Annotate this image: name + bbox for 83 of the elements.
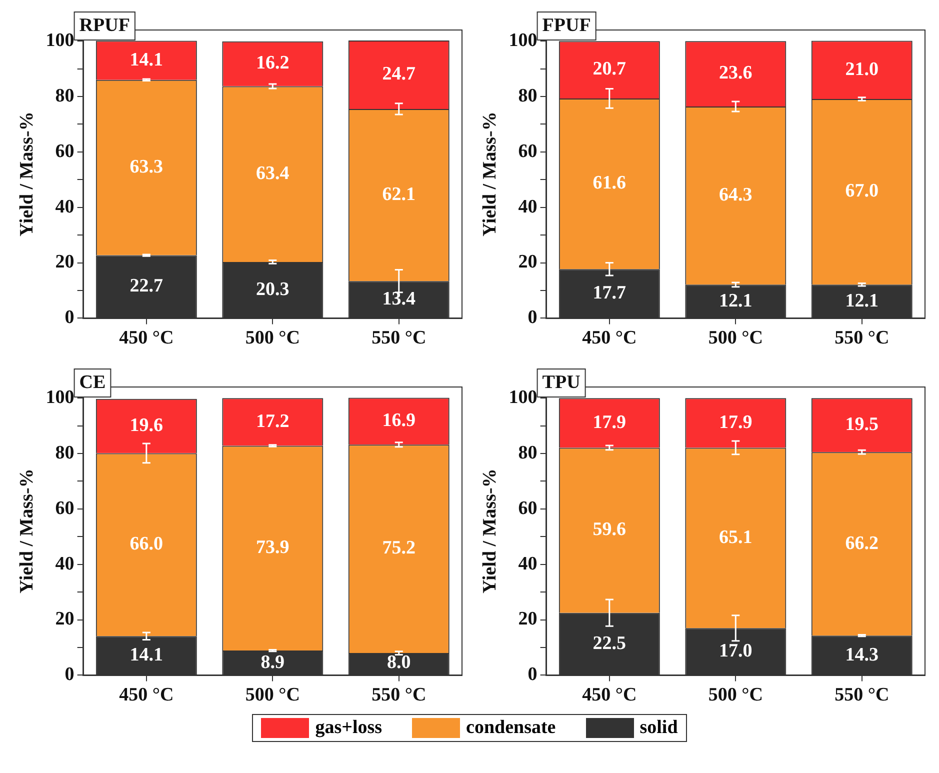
data-label: 14.1 [130,644,164,666]
legend-label: solid [640,717,678,739]
data-label: 63.3 [130,156,164,178]
y-tick-label: 80 [518,85,538,106]
data-label: 22.5 [592,632,626,654]
data-label: 22.7 [130,276,164,297]
data-label: 12.1 [719,290,752,312]
y-tick-label: 100 [46,30,74,51]
chart-title: CE [79,372,106,393]
y-tick-label: 100 [46,386,74,408]
y-tick-label: 20 [55,608,74,630]
y-tick-label: 0 [64,664,74,686]
x-tick-label: 550 °C [372,684,426,706]
y-tick-label: 80 [55,85,74,106]
data-label: 17.2 [256,410,290,432]
data-label: 17.9 [592,412,626,433]
chart-title: RPUF [79,14,130,36]
y-tick-label: 0 [64,307,74,328]
y-tick-label: 20 [518,252,538,273]
chart-title: TPU [542,372,581,393]
y-axis-title: Yield / Mass-% [16,468,38,594]
chart-title: FPUF [542,14,591,36]
data-label: 16.2 [256,52,290,74]
data-label: 19.6 [130,414,164,436]
y-tick-label: 60 [518,498,538,519]
data-label: 24.7 [382,64,416,85]
data-label: 19.5 [845,414,879,436]
x-tick-label: 500 °C [708,328,763,349]
y-tick-label: 60 [55,498,74,519]
data-label: 8.0 [387,652,411,674]
x-tick-label: 450 °C [582,328,637,349]
data-label: 61.6 [592,172,626,194]
data-label: 23.6 [719,62,752,84]
data-label: 63.4 [256,163,290,184]
y-axis-title: Yield / Mass-% [479,468,500,594]
x-tick-label: 550 °C [834,328,890,349]
data-label: 20.7 [592,58,627,80]
y-tick-label: 40 [518,196,538,218]
y-tick-label: 80 [55,442,74,464]
y-tick-label: 0 [528,307,538,328]
data-label: 67.0 [845,180,879,202]
data-label: 14.1 [130,49,164,70]
x-tick-label: 450 °C [119,328,174,349]
x-tick-label: 500 °C [708,684,763,706]
x-tick-label: 450 °C [582,684,637,706]
data-label: 66.0 [130,534,164,555]
data-label: 17.0 [719,640,752,662]
data-label: 21.0 [845,58,879,80]
y-tick-label: 20 [55,252,74,273]
y-axis-title: Yield / Mass-% [16,112,38,237]
x-tick-label: 450 °C [119,684,174,706]
data-label: 16.9 [382,410,416,432]
data-label: 17.7 [592,282,627,304]
data-label: 66.2 [845,532,879,554]
data-label: 64.3 [719,184,752,206]
y-tick-label: 20 [518,608,538,630]
data-label: 65.1 [719,526,752,548]
y-tick-label: 40 [55,553,74,574]
data-label: 17.9 [719,412,752,433]
data-label: 13.4 [382,288,416,310]
legend-label: gas+loss [315,717,382,739]
data-label: 20.3 [256,278,290,300]
data-label: 59.6 [592,519,626,540]
data-label: 12.1 [845,290,879,312]
x-tick-label: 550 °C [834,684,890,706]
y-tick-label: 40 [55,196,74,218]
data-label: 62.1 [382,184,416,205]
legend-label: condensate [466,717,556,739]
data-label: 75.2 [382,538,416,559]
y-tick-label: 40 [518,553,538,574]
y-tick-label: 60 [518,140,538,162]
x-tick-label: 500 °C [245,328,300,349]
y-tick-label: 0 [528,664,538,686]
data-label: 14.3 [845,644,879,666]
data-label: 73.9 [256,537,290,558]
y-axis-title: Yield / Mass-% [479,112,500,237]
data-label: 8.9 [260,652,285,674]
y-tick-label: 100 [508,30,538,51]
y-tick-label: 80 [518,442,538,464]
x-tick-label: 500 °C [245,684,300,706]
x-tick-label: 550 °C [372,328,426,349]
y-tick-label: 100 [508,386,538,408]
y-tick-label: 60 [55,140,74,162]
